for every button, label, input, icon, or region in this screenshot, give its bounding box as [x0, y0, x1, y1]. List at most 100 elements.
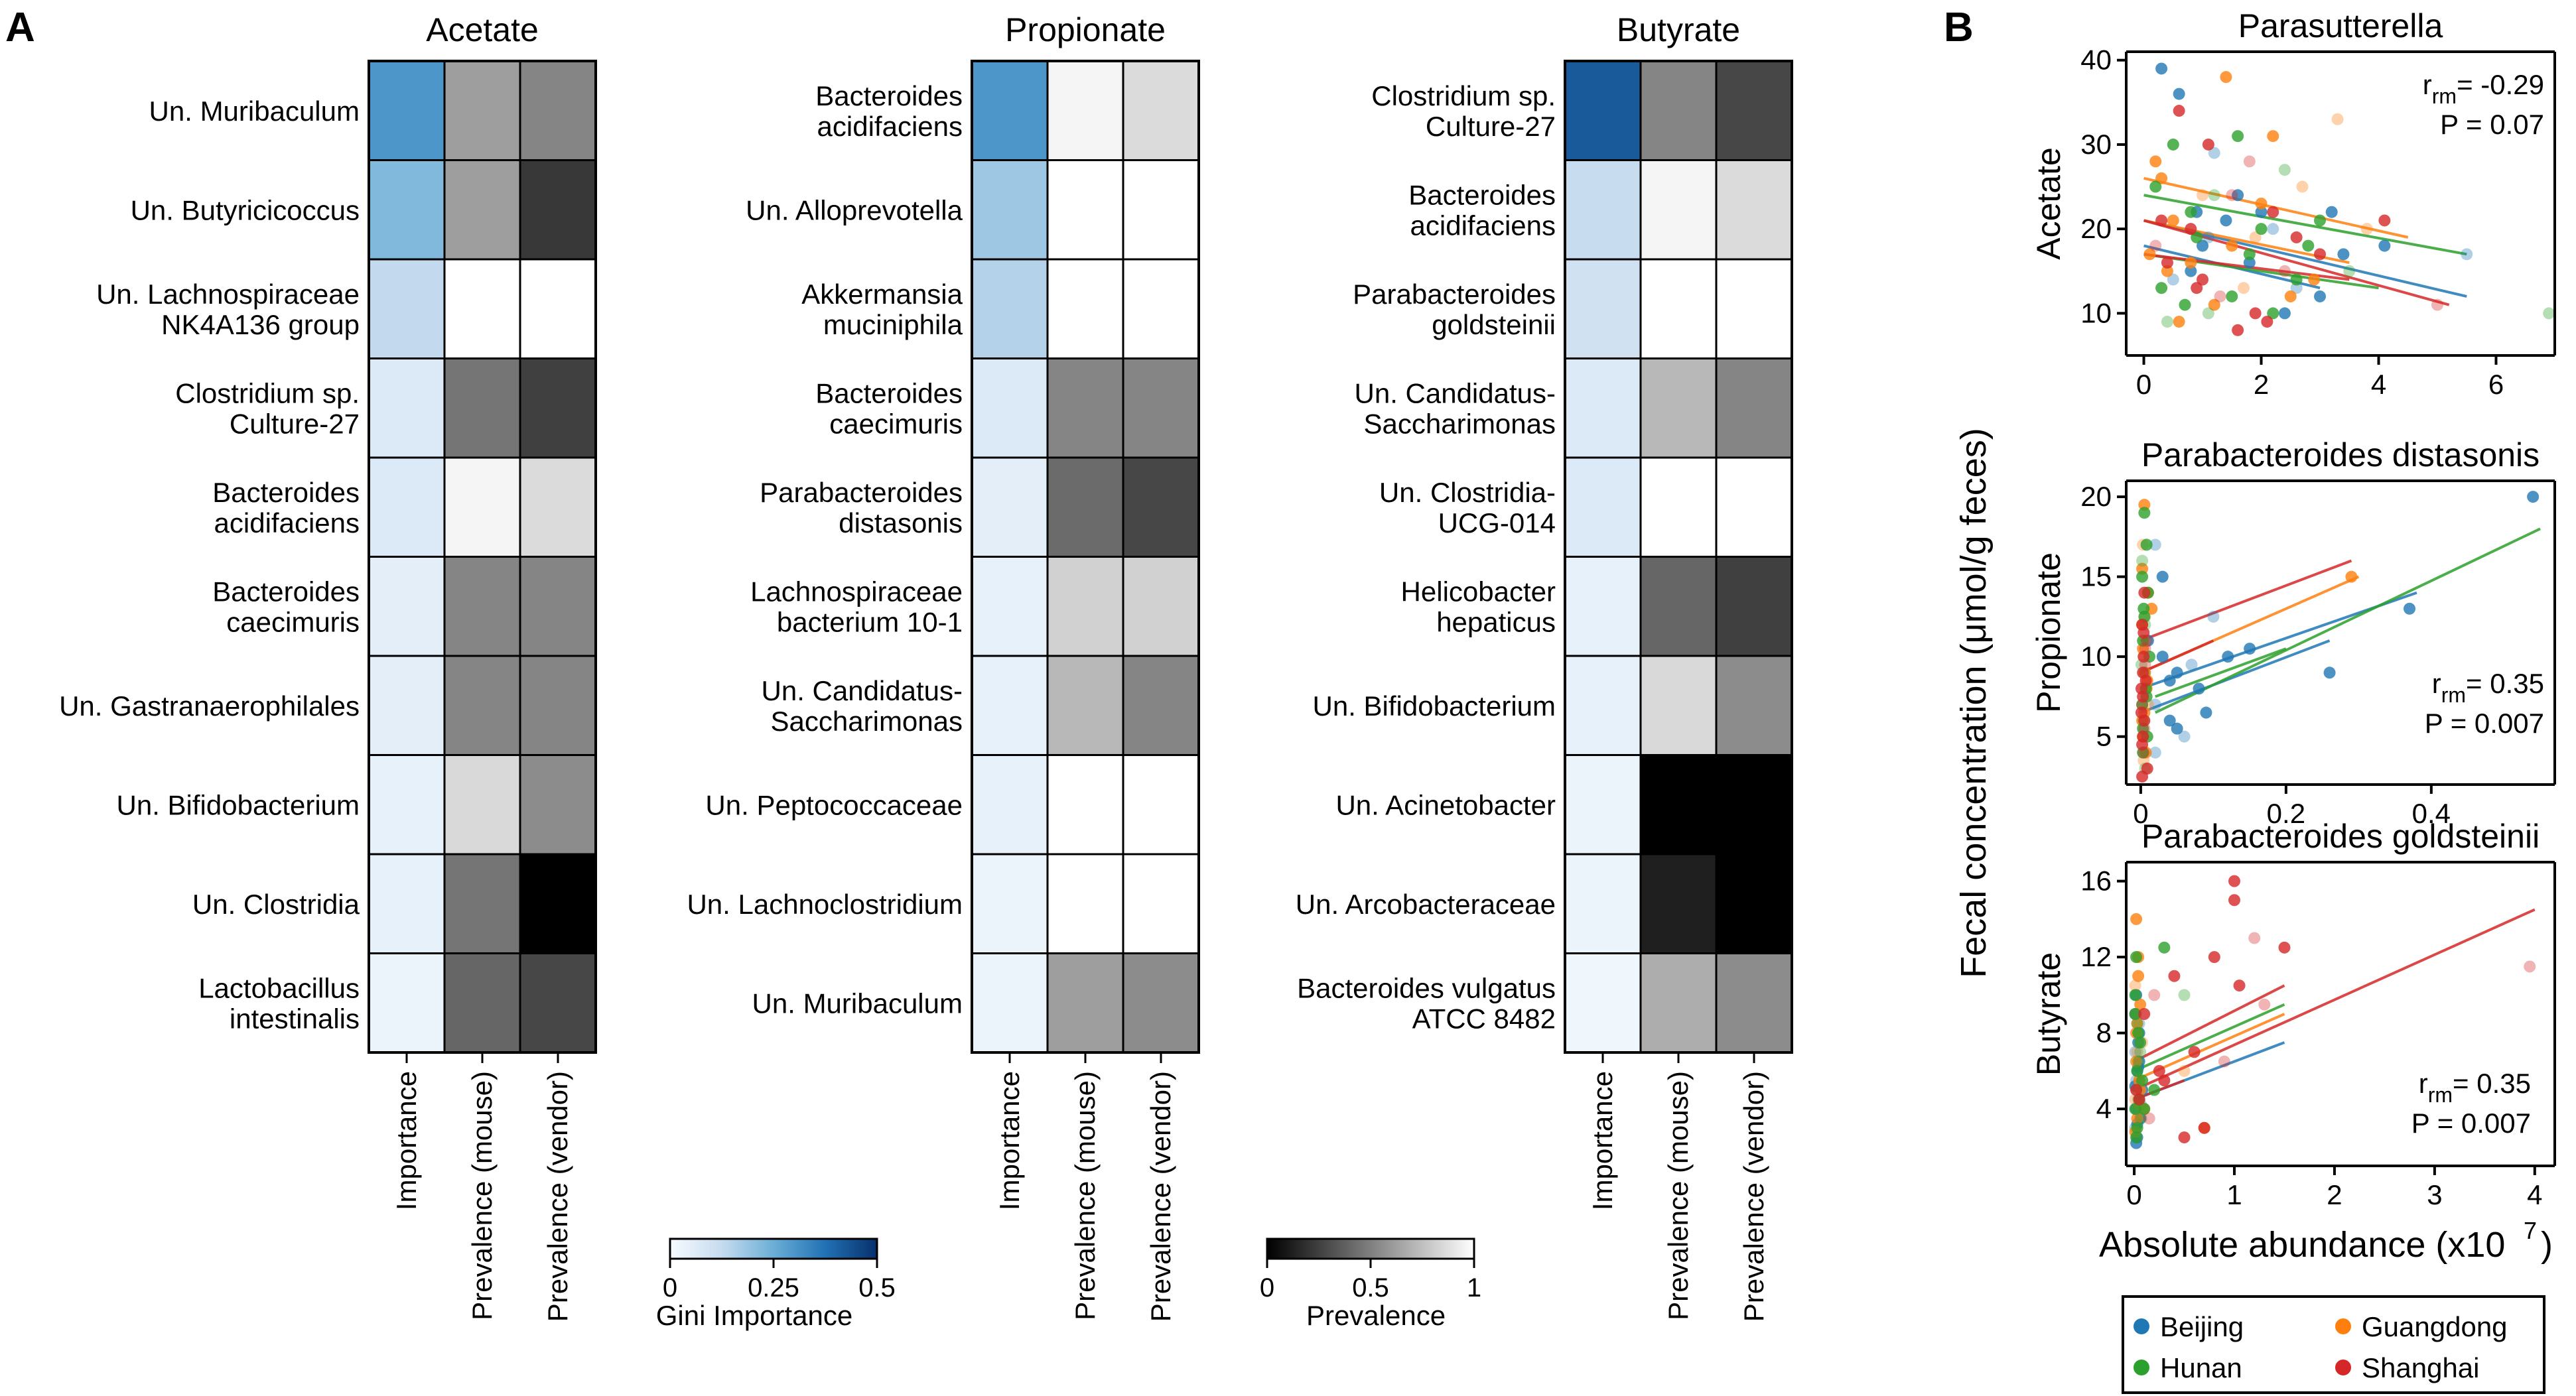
data-point-hunan: [2302, 239, 2315, 252]
data-point-hunan: [2178, 989, 2191, 1001]
x-tick-label: 0: [2136, 369, 2151, 400]
row-label-line: Bacteroides: [815, 80, 963, 111]
data-point-guangdong: [2249, 231, 2262, 243]
data-point-guangdong: [2131, 1046, 2143, 1058]
heatmap-cell-prevalence-vendor: [1122, 159, 1200, 261]
heatmap-row-label: Un. Lachnoclostridium: [687, 889, 963, 920]
data-point-hunan: [2138, 507, 2151, 519]
data-point-shanghai: [2208, 951, 2220, 964]
heatmap-cell-prevalence-vendor: [1122, 60, 1200, 161]
data-point-beijing: [2255, 206, 2268, 218]
region-legend: Beijing Guangdong Hunan Shanghai: [2122, 1295, 2545, 1394]
heatmap-cell-prevalence-mouse: [443, 655, 521, 756]
legend-marker-guangdong: [2335, 1318, 2351, 1334]
region-legend-frame: [2122, 1295, 2545, 1394]
gini-colorbar-label: Gini Importance: [656, 1300, 852, 1331]
heatmap-cell-importance: [971, 853, 1049, 954]
heatmap-cell-prevalence-mouse: [1046, 952, 1124, 1054]
data-point-guangdong: [2185, 257, 2197, 269]
data-point-shanghai: [2267, 206, 2279, 218]
row-label-line: Clostridium sp.: [175, 377, 360, 409]
heatmap-panels: Acetate Un. Muribaculum Un. Butyricicoccus…: [59, 11, 1793, 1322]
y-tick-label: 20: [2080, 213, 2112, 244]
heatmap-cell-prevalence-mouse: [1639, 357, 1718, 459]
legend-marker-shanghai: [2335, 1360, 2351, 1375]
heatmap-title: Propionate: [1005, 11, 1166, 48]
data-point-shanghai: [2214, 290, 2226, 302]
heatmap-cell-prevalence-mouse: [1046, 556, 1124, 657]
row-label-line: distasonis: [839, 507, 963, 539]
data-point-shanghai: [2278, 941, 2291, 954]
data-point-hunan: [2131, 1017, 2143, 1030]
heatmap-cell-importance: [971, 556, 1049, 657]
heatmap-cell-prevalence-vendor: [1122, 754, 1200, 856]
scatter-title: Parabacteroides distasonis: [2141, 436, 2540, 474]
y-tick-label: 30: [2080, 129, 2112, 160]
y-tick-label: 4: [2096, 1093, 2112, 1124]
data-point-beijing: [2173, 88, 2185, 100]
data-point-shanghai: [2136, 738, 2149, 751]
stat-r-value: = 0.35: [2453, 1068, 2531, 1099]
heatmap-row-label: Un. Clostridia-UCG-014: [1379, 477, 1556, 539]
heatmap-cell-prevalence-mouse: [443, 357, 521, 459]
data-point-guangdong: [2220, 71, 2232, 84]
data-point-shanghai: [2202, 138, 2214, 151]
heatmap-cell-importance: [1564, 655, 1642, 756]
heatmap-cell-importance: [1564, 754, 1642, 856]
heatmap-cell-prevalence-vendor: [1715, 357, 1793, 459]
gini-tick-1: 0.25: [748, 1273, 799, 1302]
heatmap-cell-prevalence-mouse: [1639, 853, 1718, 954]
data-point-shanghai: [2161, 257, 2173, 269]
row-label-line: Lachnospiraceae: [750, 576, 963, 607]
data-point-guangdong: [2331, 113, 2344, 125]
heatmap-title: Acetate: [426, 11, 539, 48]
data-point-shanghai: [2198, 1121, 2210, 1134]
scatter-acetate: Parasutterella Acetate 0 2 4 6 10 20 30 40 rrm= -0…: [2030, 7, 2556, 400]
prevalence-tick-1: 0.5: [1352, 1273, 1389, 1302]
heatmap-column-label: Prevalence (mouse): [1662, 1071, 1694, 1320]
data-point-shanghai: [2139, 674, 2152, 687]
x-tick-label: 3: [2427, 1179, 2442, 1210]
heatmap-column-label: Prevalence (vendor): [1738, 1071, 1769, 1322]
data-point-guangdong: [2296, 180, 2309, 193]
data-point-shanghai: [2168, 970, 2181, 982]
data-point-beijing: [2149, 539, 2161, 551]
regression-line: [2134, 908, 2536, 1092]
x-tick-label: 2: [2327, 1179, 2342, 1210]
heatmap-cell-importance: [1564, 258, 1642, 359]
scatter-ylabel: Acetate: [2030, 147, 2067, 260]
row-label-line: Un. Arcobacteraceae: [1296, 889, 1556, 920]
heatmap-row-label: Helicobacter hepaticus: [1401, 576, 1556, 637]
heatmap-cell-importance: [971, 754, 1049, 856]
heatmap-cell-prevalence-vendor: [1715, 952, 1793, 1054]
row-label-line: bacterium 10-1: [777, 606, 963, 637]
data-point-beijing: [2314, 290, 2327, 302]
data-point-beijing: [2378, 239, 2391, 252]
y-tick-label: 5: [2096, 721, 2112, 752]
heatmap-cell-prevalence-vendor: [519, 258, 597, 359]
heatmap-cell-importance: [1564, 357, 1642, 459]
heatmap-cell-prevalence-vendor: [1715, 754, 1793, 856]
heatmap-cell-importance: [971, 952, 1049, 1054]
regression-line: [2143, 194, 2467, 256]
prevalence-colorbar: 0 0.5 1 Prevalence: [1260, 1237, 1481, 1331]
data-point-shanghai: [2135, 706, 2147, 719]
heatmap-cell-prevalence-vendor: [519, 853, 597, 954]
heatmap-cell-prevalence-vendor: [1122, 556, 1200, 657]
regression-line: [2140, 559, 2352, 642]
heatmap-row-label: Clostridium sp. Culture-27: [175, 377, 360, 439]
stat-r: r: [2423, 69, 2432, 100]
p-value-stat: P = 0.007: [2411, 1108, 2531, 1139]
gini-importance-colorbar: 0 0.25 0.5 Gini Importance: [656, 1237, 896, 1331]
row-label-line: Culture-27: [230, 408, 360, 439]
data-point-hunan: [2155, 282, 2168, 294]
heatmap-cell-prevalence-mouse: [1046, 357, 1124, 459]
data-point-hunan: [2138, 1103, 2151, 1115]
data-point-shanghai: [2524, 960, 2536, 973]
data-point-shanghai: [2173, 105, 2185, 117]
data-point-guangdong: [2149, 155, 2162, 168]
data-point-shanghai: [2191, 282, 2203, 294]
stat-r-value: = -0.29: [2457, 69, 2544, 100]
heatmap-column-label: Prevalence (vendor): [1145, 1071, 1176, 1322]
